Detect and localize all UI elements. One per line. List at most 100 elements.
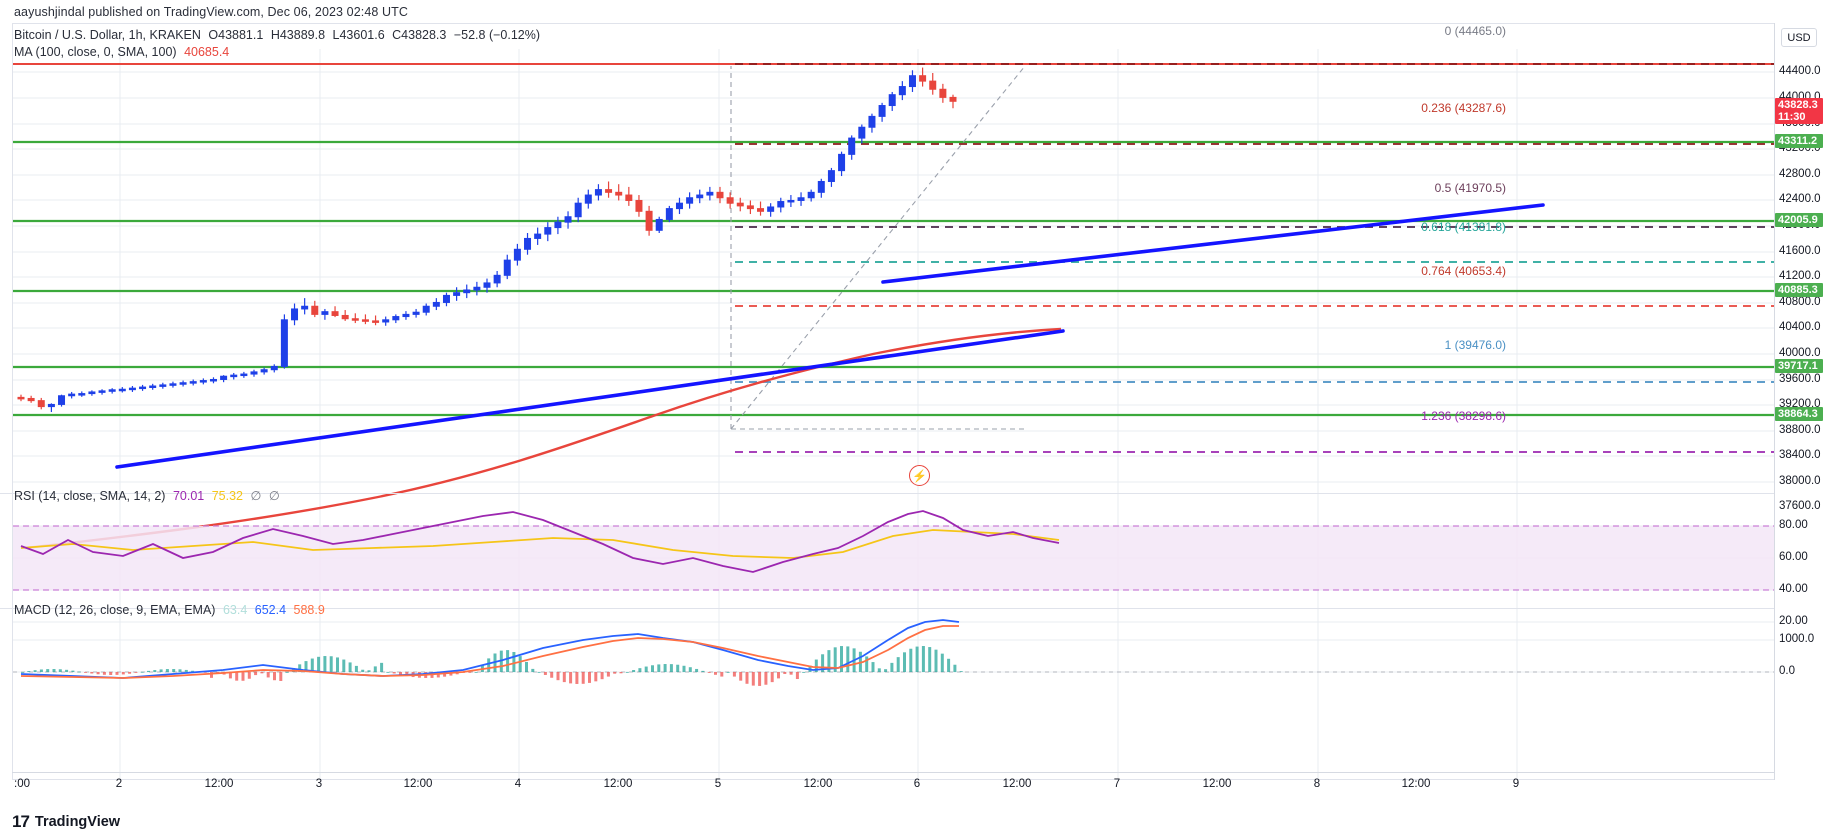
candle-body	[736, 202, 744, 207]
candle-body	[665, 208, 673, 220]
candle-body	[584, 194, 592, 204]
macd-histogram-bar	[285, 672, 289, 673]
macd-histogram-bar	[27, 671, 31, 672]
tradingview-wordmark: TradingView	[34, 814, 121, 830]
candle-body	[908, 75, 916, 88]
macd-histogram-bar	[638, 668, 642, 672]
candle-body	[98, 390, 106, 393]
macd-histogram-bar	[33, 670, 37, 672]
macd-histogram-bar	[254, 672, 258, 676]
candle-body	[716, 191, 724, 199]
macd-histogram-bar	[279, 672, 283, 681]
candle-body	[615, 191, 623, 196]
time-axis-tick: 12:00	[1202, 778, 1232, 790]
candle-body	[209, 378, 217, 382]
candle-body	[838, 153, 846, 172]
macd-histogram-bar	[594, 672, 598, 682]
macd-histogram-bar	[651, 665, 654, 672]
macd-histogram-bar	[745, 672, 749, 684]
macd-histogram-bar	[468, 672, 472, 673]
macd-histogram-bar	[531, 668, 535, 672]
time-axis-tick: 12:00	[403, 778, 433, 790]
macd-histogram-bar	[115, 672, 119, 675]
alert-bolt-icon[interactable]: ⚡	[909, 465, 930, 486]
chart-frame	[12, 23, 1823, 780]
macd-histogram-bar	[896, 657, 900, 672]
macd-histogram-bar	[153, 670, 157, 672]
macd-histogram-bar	[714, 672, 717, 675]
candle-body	[311, 305, 319, 315]
rsi-pane	[13, 510, 1787, 591]
macd-histogram-bar	[795, 672, 799, 680]
macd-histogram-bar	[613, 672, 617, 674]
macd-histogram-bar	[695, 668, 699, 672]
macd-histogram-bar	[625, 672, 629, 673]
price-axis-tick: 38800.0	[1779, 424, 1821, 436]
candle-body	[402, 313, 410, 318]
candle-body	[757, 208, 765, 212]
candle-body	[746, 205, 754, 210]
macd-histogram-bar	[191, 670, 195, 672]
candle-body	[888, 94, 896, 107]
macd-histogram-bar	[600, 672, 604, 680]
last-price-badge: 43828.3 11:30	[1775, 98, 1823, 124]
candle-body	[858, 126, 866, 139]
macd-histogram-bar	[556, 672, 560, 681]
time-axis-tick: 8	[1313, 778, 1321, 790]
level-price-badge: 42005.9	[1775, 213, 1823, 227]
price-axis[interactable]: 44400.044000.043600.043200.042800.042400…	[1775, 23, 1823, 780]
macd-histogram-bar	[96, 672, 100, 675]
candle-body	[767, 206, 775, 212]
candle-body	[17, 396, 25, 400]
macd-histogram-bar	[65, 669, 69, 672]
price-axis-tick: 20.00	[1779, 615, 1808, 627]
candle-body	[564, 216, 572, 223]
time-axis-tick: 12:00	[803, 778, 833, 790]
macd-histogram-bar	[487, 658, 491, 672]
macd-histogram-bar	[260, 672, 264, 674]
time-axis-tick: 12:00	[1002, 778, 1032, 790]
candle-body	[88, 391, 96, 395]
candle-body	[554, 221, 562, 229]
candle-body	[301, 305, 309, 310]
macd-histogram-bar	[751, 672, 755, 686]
time-axis-tick: 2	[115, 778, 123, 790]
macd-pane	[13, 619, 1787, 686]
macd-histogram-bar	[121, 672, 125, 675]
macd-histogram-bar	[342, 659, 346, 672]
tradingview-mark-icon: 17	[12, 812, 30, 831]
candle-body	[544, 227, 552, 235]
macd-histogram-bar	[682, 665, 686, 672]
candle-body	[594, 189, 602, 196]
last-price-time: 11:30	[1778, 111, 1806, 123]
candle-body	[260, 369, 268, 373]
macd-histogram-bar	[915, 646, 919, 672]
candle-body	[513, 248, 521, 261]
pane-separator-macd	[0, 608, 1811, 609]
price-axis-tick: 42800.0	[1779, 168, 1821, 180]
candle-body	[27, 397, 35, 402]
macd-histogram-bar	[354, 665, 358, 672]
candle-body	[605, 189, 613, 193]
candle-body	[655, 218, 663, 231]
time-axis[interactable]: :00 2 12:00 3 12:00 4 12:00 5 12:00 6 12:00 7 12:00 8…	[12, 773, 1823, 799]
macd-histogram-bar	[298, 664, 302, 672]
macd-histogram-bar	[210, 672, 213, 678]
chart-plot-area[interactable]	[13, 24, 1787, 779]
macd-histogram-bar	[361, 669, 365, 672]
rsi-ma-line	[20, 529, 1060, 559]
macd-histogram-bar	[474, 672, 478, 673]
price-axis-tick: 37600.0	[1779, 500, 1821, 512]
candle-body	[442, 294, 450, 303]
candle-body	[878, 105, 886, 117]
candle-body	[848, 137, 856, 155]
macd-histogram-bar	[783, 672, 787, 674]
time-axis-tick: 7	[1113, 778, 1121, 790]
candle-body	[139, 386, 147, 390]
macd-histogram-bar	[336, 657, 339, 672]
macd-histogram-bar	[310, 658, 314, 672]
time-axis-separator	[12, 772, 1823, 773]
time-axis-tick: 5	[714, 778, 722, 790]
currency-pill[interactable]: USD	[1781, 28, 1817, 47]
macd-histogram-bar	[128, 672, 132, 674]
